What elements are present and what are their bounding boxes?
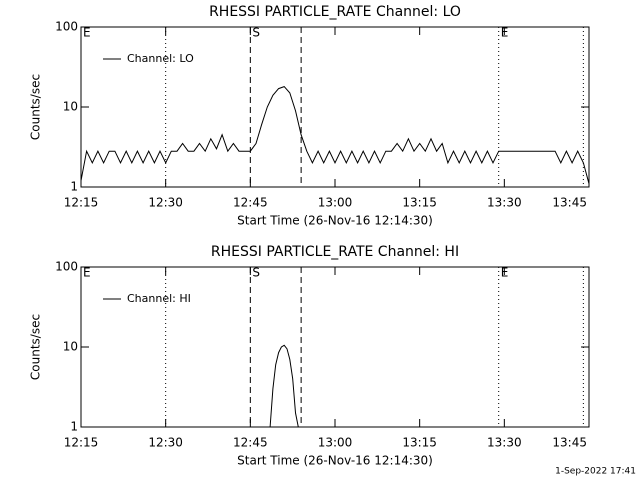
- event-label: E: [83, 26, 91, 40]
- x-axis-label: Start Time (26-Nov-16 12:14:30): [237, 214, 433, 228]
- y-tick-label: 10: [63, 340, 78, 354]
- x-tick-label: 12:45: [233, 436, 268, 450]
- x-tick-label: 12:45: [233, 196, 268, 210]
- data-line: [81, 86, 589, 184]
- x-tick-label: 12:15: [64, 196, 99, 210]
- chart-title: RHESSI PARTICLE_RATE Channel: LO: [209, 4, 461, 20]
- x-tick-label: 12:30: [148, 196, 183, 210]
- y-tick-label: 100: [55, 20, 78, 34]
- event-label: E: [501, 266, 509, 280]
- x-tick-label: 13:15: [402, 436, 437, 450]
- event-label: E: [83, 266, 91, 280]
- y-tick-label: 100: [55, 260, 78, 274]
- x-tick-label: 13:45: [552, 436, 587, 450]
- y-axis-label: Counts/sec: [29, 314, 43, 380]
- plot-frame: [80, 266, 590, 428]
- chart-title: RHESSI PARTICLE_RATE Channel: HI: [211, 244, 459, 260]
- timestamp: 1-Sep-2022 17:41: [555, 467, 636, 477]
- event-label: S: [252, 26, 260, 40]
- y-axis-label: Counts/sec: [29, 74, 43, 140]
- x-tick-label: 13:30: [487, 436, 522, 450]
- y-tick-label: 1: [70, 420, 78, 434]
- chart-panel: RHESSI PARTICLE_RATE Channel: HI 1 10 100 12…: [29, 244, 590, 468]
- x-axis-label: Start Time (26-Nov-16 12:14:30): [237, 454, 433, 468]
- event-label: E: [501, 26, 509, 40]
- chart-panel: RHESSI PARTICLE_RATE Channel: LO 1 10 100 12…: [29, 4, 590, 228]
- legend-label: Channel: HI: [127, 292, 191, 305]
- y-tick-label: 10: [63, 100, 78, 114]
- x-tick-label: 13:45: [552, 196, 587, 210]
- x-tick-label: 12:15: [64, 436, 99, 450]
- data-line: [269, 344, 299, 427]
- x-tick-label: 13:15: [402, 196, 437, 210]
- x-tick-label: 13:30: [487, 196, 522, 210]
- x-tick-label: 13:00: [318, 196, 353, 210]
- x-tick-label: 12:30: [148, 436, 183, 450]
- event-label: S: [252, 266, 260, 280]
- x-tick-label: 13:00: [318, 436, 353, 450]
- legend-label: Channel: LO: [127, 52, 194, 65]
- y-tick-label: 1: [70, 180, 78, 194]
